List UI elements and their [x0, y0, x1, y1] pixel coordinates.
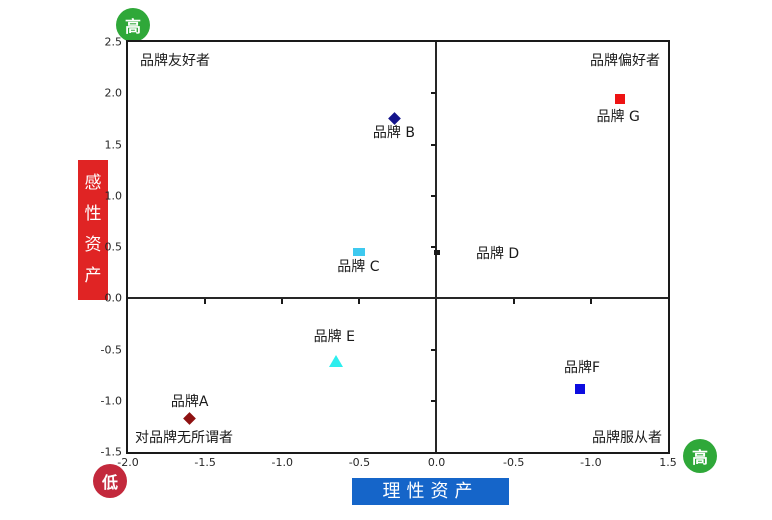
- y-tick-label: 0.5: [104, 240, 123, 254]
- x-tick-label: 0.0: [427, 456, 446, 469]
- data-point-label: 品牌 D: [475, 246, 520, 263]
- x-axis-tick: [358, 299, 361, 304]
- y-axis-tick: [430, 399, 436, 402]
- low-badge-bottom-left: 低: [93, 464, 127, 498]
- x-axis-tick: [512, 299, 515, 304]
- quadrant-label-bottom-left: 对品牌无所谓者: [135, 430, 233, 446]
- y-axis-title: 感性资产: [78, 160, 108, 300]
- y-tick-label: 2.0: [104, 86, 123, 100]
- data-point-marker: [329, 354, 344, 367]
- x-tick-label: -1.0: [271, 456, 294, 469]
- x-tick-label: -1.5: [194, 456, 216, 469]
- x-tick-label: -0.5: [502, 456, 525, 469]
- quadrant-label-top-right: 品牌偏好者: [590, 53, 660, 69]
- data-point-label: 品牌 C: [337, 259, 380, 276]
- data-point-marker: [353, 248, 366, 257]
- x-tick-label: -1.0: [580, 456, 602, 469]
- x-axis-title: 理性资产: [352, 478, 509, 505]
- x-axis-tick: [204, 299, 207, 304]
- y-zero-axis-line: [128, 297, 668, 299]
- data-point-label: 品牌F: [564, 360, 601, 377]
- y-tick-label: 2.5: [104, 35, 123, 49]
- y-tick-label: 1.0: [104, 189, 123, 203]
- x-tick-label: -2.0: [117, 456, 139, 469]
- x-tick-label: 1.5: [659, 456, 677, 469]
- data-point-label: 品牌A: [170, 394, 209, 411]
- y-tick-label: 1.5: [104, 138, 123, 151]
- y-tick-label: 0.0: [104, 291, 123, 305]
- x-zero-axis-line: [435, 42, 437, 452]
- y-axis-tick: [430, 246, 436, 248]
- x-axis-tick: [589, 299, 592, 304]
- quadrant-label-top-left: 品牌友好者: [140, 53, 210, 69]
- high-badge-top-left: 高: [116, 8, 150, 42]
- y-axis-tick: [430, 194, 436, 197]
- x-axis-tick: [281, 299, 284, 304]
- data-point-marker: [615, 94, 626, 105]
- data-point-label: 品牌 B: [372, 124, 415, 141]
- data-point-marker: [433, 249, 440, 255]
- y-tick-label: -1.5: [100, 445, 122, 459]
- x-tick-label: -0.5: [348, 456, 371, 469]
- data-point-label: 品牌 E: [313, 328, 355, 345]
- y-tick-label: -0.5: [100, 343, 122, 356]
- y-axis-tick: [430, 348, 436, 351]
- quadrant-label-bottom-right: 品牌服从者: [592, 430, 662, 446]
- high-badge-bottom-right: 高: [683, 439, 717, 473]
- y-axis-tick: [430, 143, 436, 146]
- y-tick-label: -1.0: [100, 394, 122, 408]
- data-point-label: 品牌 G: [596, 109, 640, 126]
- y-axis-tick: [430, 92, 436, 95]
- data-point-marker: [575, 384, 586, 395]
